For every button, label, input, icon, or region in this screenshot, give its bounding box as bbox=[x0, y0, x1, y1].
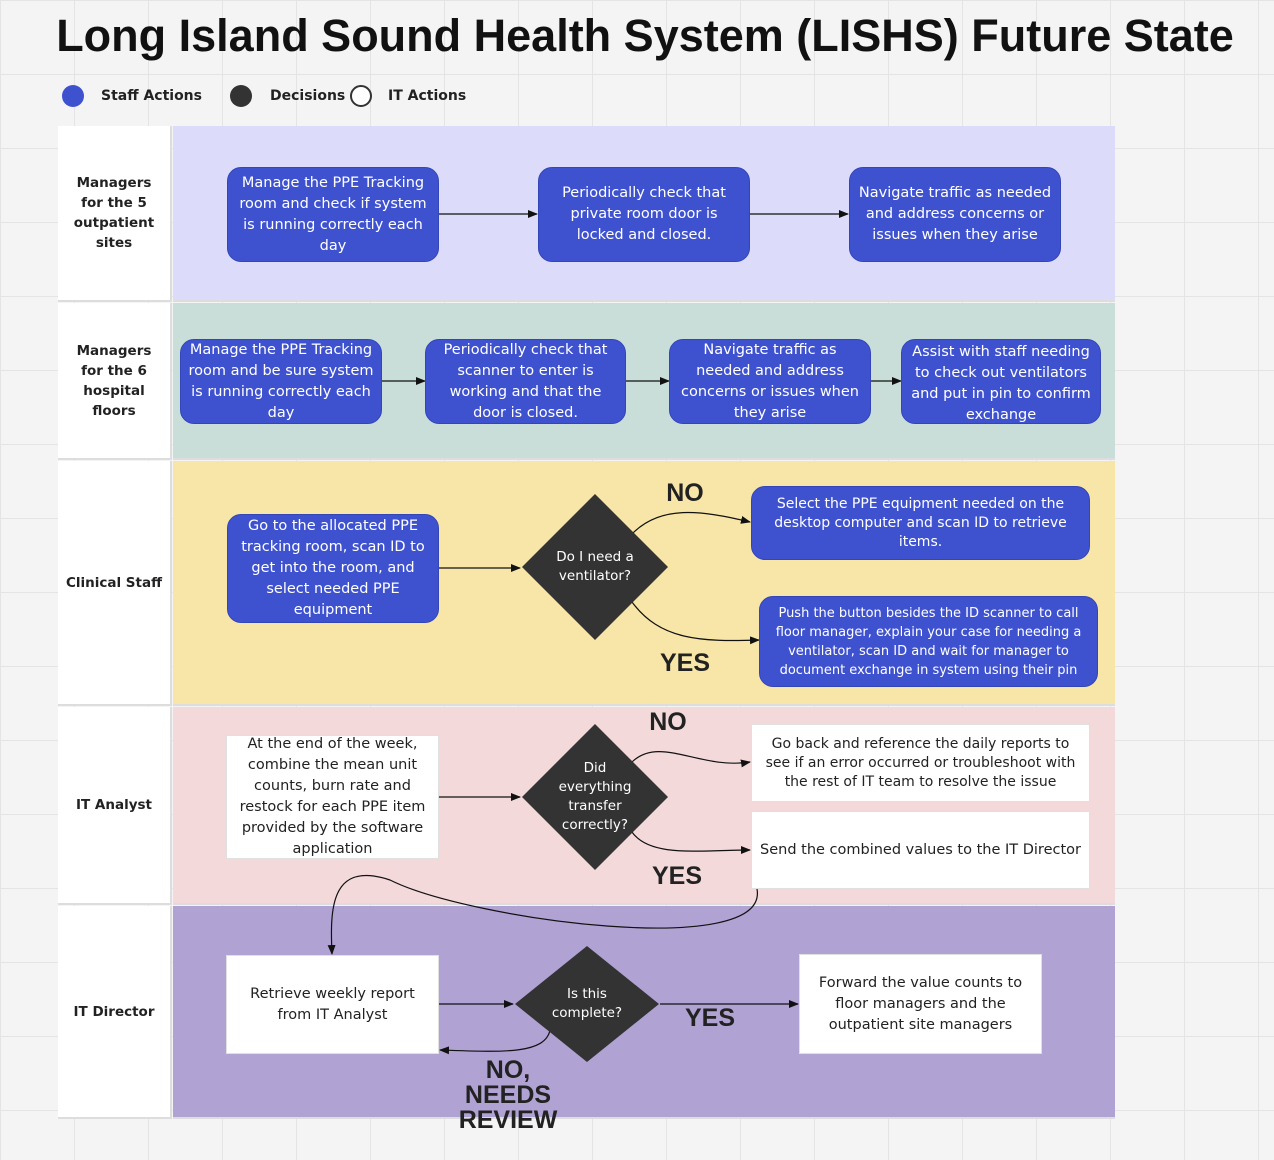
legend-label-staff-actions: Staff Actions bbox=[101, 88, 202, 104]
label-clinical-no: NO bbox=[666, 479, 704, 507]
arrow-clin-decision-no bbox=[631, 511, 751, 535]
node-analyst-troubleshoot: Go back and reference the daily reports … bbox=[751, 724, 1090, 802]
node-director-retrieve-report: Retrieve weekly report from IT Analyst bbox=[226, 955, 439, 1054]
arrow-ita-decision-yes bbox=[631, 831, 751, 855]
arrow-itd-decision-no bbox=[439, 1029, 551, 1055]
lane-label-clinical-staff: Clinical Staff bbox=[58, 461, 172, 706]
label-director-yes: YES bbox=[684, 1004, 736, 1032]
lane-label-outpatient-managers: Managers for the 5 outpatient sites bbox=[58, 126, 172, 302]
legend-label-it-actions: IT Actions bbox=[388, 88, 467, 104]
node-clinical-select-ppe: Select the PPE equipment needed on the d… bbox=[751, 486, 1090, 560]
staff-actions-legend-dot bbox=[62, 85, 84, 107]
decision-need-ventilator: Do I need a ventilator? bbox=[520, 492, 670, 642]
node-outpatient-manage-room: Manage the PPE Tracking room and check i… bbox=[227, 167, 439, 262]
decision-transfer-correct: Did everything transfer correctly? bbox=[520, 722, 670, 872]
diagram-title: Long Island Sound Health System (LISHS) … bbox=[56, 10, 1234, 61]
arrow-clin-decision-yes bbox=[631, 601, 760, 645]
decisions-legend-dot bbox=[230, 85, 252, 107]
node-outpatient-check-door: Periodically check that private room doo… bbox=[538, 167, 750, 262]
node-director-forward-counts: Forward the value counts to floor manage… bbox=[799, 954, 1042, 1054]
label-director-no-needs-review: NO, NEEDS REVIEW bbox=[458, 1056, 558, 1134]
node-clinical-call-manager: Push the button besides the ID scanner t… bbox=[759, 596, 1098, 687]
node-outpatient-navigate-traffic: Navigate traffic as needed and address c… bbox=[849, 167, 1061, 262]
node-clinical-enter-room: Go to the allocated PPE tracking room, s… bbox=[227, 514, 439, 623]
decision-transfer-correct-text: Did everything transfer correctly? bbox=[558, 760, 632, 833]
decision-is-complete-text: Is this complete? bbox=[551, 986, 623, 1021]
arrow-ita-decision-no bbox=[631, 751, 751, 768]
node-analyst-combine-counts: At the end of the week, combine the mean… bbox=[226, 735, 439, 859]
it-actions-legend-dot bbox=[350, 85, 372, 107]
node-hospital-check-scanner: Periodically check that scanner to enter… bbox=[425, 339, 626, 424]
label-analyst-yes: YES bbox=[651, 862, 703, 890]
legend-label-decisions: Decisions bbox=[270, 88, 346, 104]
node-hospital-navigate-traffic: Navigate traffic as needed and address c… bbox=[669, 339, 871, 424]
node-analyst-send-values: Send the combined values to the IT Direc… bbox=[751, 811, 1090, 889]
decision-is-complete: Is this complete? bbox=[513, 944, 661, 1064]
label-analyst-no: NO bbox=[649, 708, 687, 736]
node-hospital-manage-room: Manage the PPE Tracking room and be sure… bbox=[180, 339, 382, 424]
decision-need-ventilator-text: Do I need a ventilator? bbox=[556, 549, 634, 584]
node-hospital-assist-ventilators: Assist with staff needing to check out v… bbox=[901, 339, 1101, 424]
arrow-analyst-to-director bbox=[327, 874, 758, 955]
label-clinical-yes: YES bbox=[659, 649, 711, 677]
lane-label-it-director: IT Director bbox=[58, 906, 172, 1119]
lane-label-it-analyst: IT Analyst bbox=[58, 707, 172, 905]
lane-label-hospital-floor-managers: Managers for the 6 hospital floors bbox=[58, 303, 172, 460]
